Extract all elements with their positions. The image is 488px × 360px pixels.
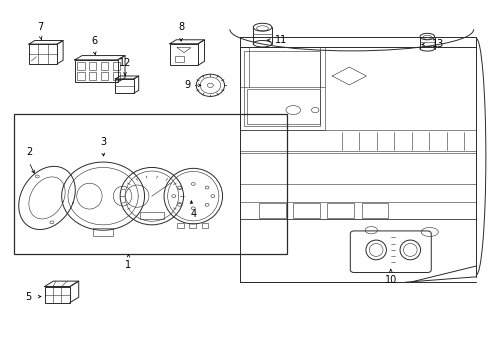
Text: 8: 8 <box>178 22 184 32</box>
Text: 13: 13 <box>431 40 443 49</box>
Bar <box>44 287 70 303</box>
Bar <box>239 47 325 130</box>
Text: 7: 7 <box>38 22 44 32</box>
Text: 1: 1 <box>125 260 131 270</box>
Text: 2: 2 <box>26 147 32 157</box>
Text: 9: 9 <box>184 80 190 90</box>
Bar <box>174 56 183 62</box>
Bar <box>93 228 113 235</box>
Bar <box>293 203 320 218</box>
Text: 5: 5 <box>25 292 31 302</box>
Bar <box>77 62 84 70</box>
Bar <box>140 212 163 220</box>
Bar <box>327 203 353 218</box>
Text: 12: 12 <box>119 58 131 68</box>
Text: 11: 11 <box>275 35 287 45</box>
Bar <box>14 114 287 253</box>
Bar <box>113 62 120 70</box>
Bar <box>101 72 108 80</box>
Bar <box>177 224 183 228</box>
Text: 6: 6 <box>91 36 97 45</box>
Bar <box>189 224 196 228</box>
Bar <box>244 51 320 126</box>
Text: 10: 10 <box>384 275 396 285</box>
Text: 3: 3 <box>100 137 106 147</box>
Text: 4: 4 <box>190 210 196 219</box>
Bar <box>101 62 108 70</box>
Bar <box>201 224 208 228</box>
Bar <box>259 203 285 218</box>
Bar <box>89 72 96 80</box>
Bar <box>361 203 387 218</box>
Bar <box>77 72 84 80</box>
Bar <box>113 72 120 80</box>
Bar <box>89 62 96 70</box>
Bar <box>75 60 118 82</box>
Bar <box>169 44 198 65</box>
Bar <box>246 89 320 125</box>
Bar <box>115 79 134 93</box>
Bar <box>239 153 475 220</box>
Bar <box>29 44 57 64</box>
